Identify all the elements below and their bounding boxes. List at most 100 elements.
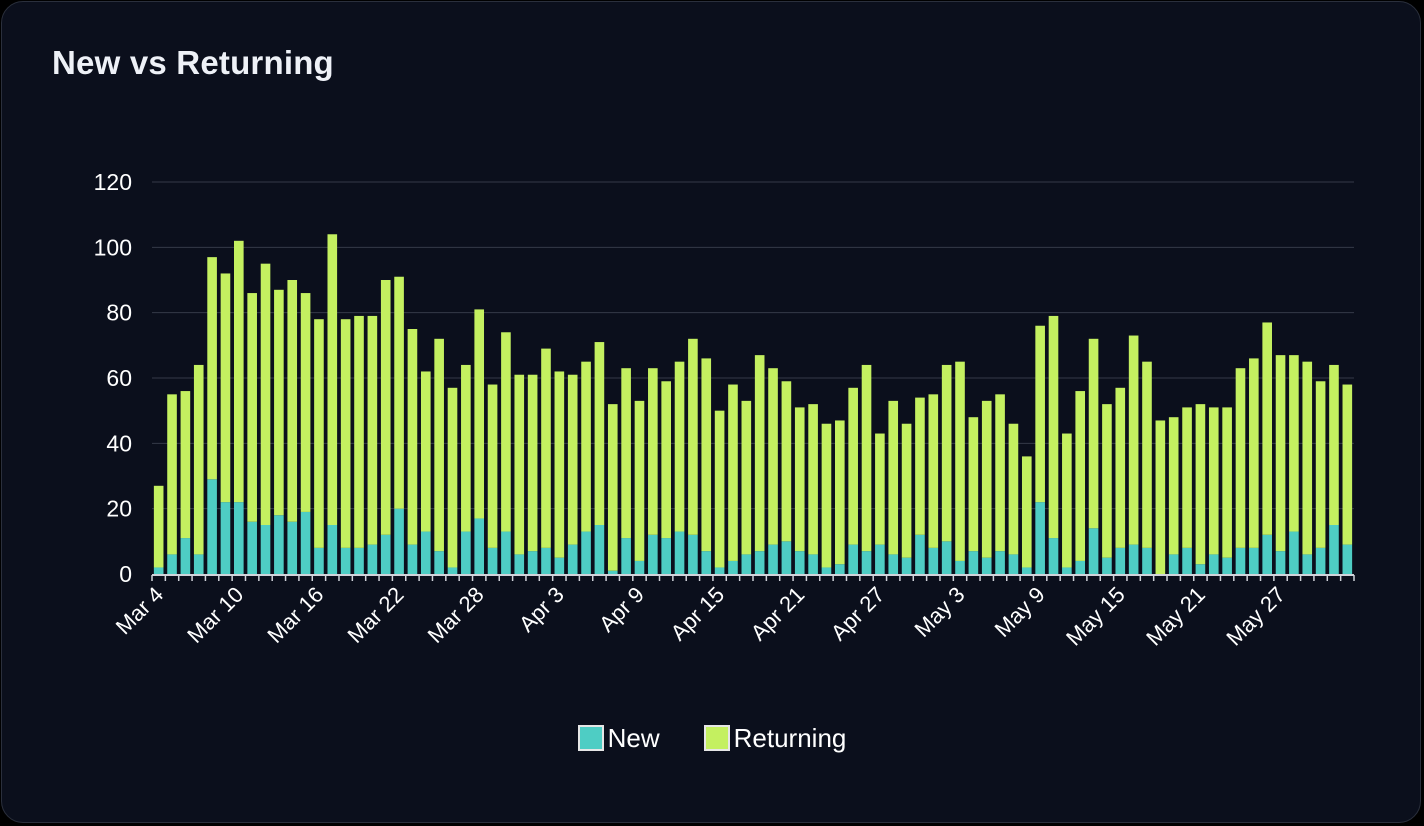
bar-new	[407, 544, 418, 574]
bar-returning	[447, 387, 458, 568]
bar-new	[968, 551, 979, 574]
bar-new	[808, 554, 818, 574]
legend-item-new[interactable]: New	[577, 723, 660, 754]
bar-new	[541, 547, 551, 574]
bar-new	[260, 525, 271, 574]
bar-returning	[354, 315, 364, 548]
bar-returning	[1155, 420, 1166, 574]
bar-new	[607, 570, 618, 574]
bar-new	[1008, 554, 1019, 574]
bar-new	[487, 547, 498, 574]
bar-new	[1102, 557, 1112, 574]
bar-new	[648, 534, 658, 574]
bar-new	[1142, 547, 1152, 574]
bar-returning	[1168, 417, 1179, 555]
bar-returning	[1249, 358, 1259, 548]
bar-new	[1249, 547, 1259, 574]
bar-new	[1128, 544, 1139, 574]
bar-returning	[274, 289, 284, 516]
x-tick-label: May 21	[1141, 582, 1210, 651]
x-tick-label: Mar 16	[262, 582, 328, 648]
bar-returning	[674, 361, 685, 532]
bar-new	[1262, 534, 1272, 574]
bar-returning	[968, 417, 979, 552]
bar-new	[287, 521, 298, 574]
bar-new	[234, 502, 244, 574]
x-tick-label: Apr 27	[826, 582, 890, 646]
bar-returning	[193, 364, 204, 555]
bar-returning	[180, 391, 191, 539]
bar-new	[661, 538, 671, 574]
legend-swatch-returning	[703, 725, 730, 751]
bar-new	[380, 534, 391, 574]
bar-new	[901, 557, 912, 574]
bar-returning	[287, 280, 298, 522]
bar-returning	[661, 381, 671, 539]
bar-new	[1088, 528, 1099, 574]
legend: New Returning	[2, 720, 1420, 756]
legend-swatch-new	[577, 725, 604, 751]
bar-returning	[875, 433, 885, 545]
bar-new	[420, 531, 431, 574]
bar-new	[634, 560, 645, 574]
bar-returning	[1302, 361, 1313, 555]
bar-new	[474, 518, 485, 574]
bar-new	[621, 538, 631, 574]
x-tick-label: May 3	[909, 582, 969, 642]
bar-returning	[327, 234, 338, 525]
bar-new	[741, 554, 752, 574]
bar-new	[848, 544, 858, 574]
bar-new	[835, 564, 845, 574]
bar-new	[754, 551, 765, 574]
bar-new	[728, 560, 738, 574]
bar-returning	[901, 423, 912, 558]
bar-new	[1115, 547, 1126, 574]
y-tick-label: 120	[94, 169, 132, 195]
legend-item-returning[interactable]: Returning	[703, 723, 846, 754]
bar-returning	[1128, 335, 1139, 545]
y-tick-label: 20	[106, 496, 132, 522]
bar-returning	[314, 319, 324, 548]
bar-new	[701, 551, 712, 574]
bar-returning	[1142, 361, 1152, 548]
bar-new	[1048, 538, 1059, 574]
bar-new	[314, 547, 324, 574]
bar-returning	[420, 371, 431, 532]
bar-new	[554, 557, 565, 574]
bar-returning	[821, 423, 832, 568]
bar-returning	[1088, 338, 1099, 529]
x-tick-label: Apr 15	[666, 582, 730, 646]
bar-returning	[300, 293, 311, 512]
bar-returning	[1289, 355, 1299, 532]
x-tick-label: Mar 22	[343, 582, 409, 648]
bar-new	[447, 567, 458, 574]
bar-returning	[714, 410, 725, 568]
bar-new	[594, 525, 605, 574]
x-tick-label: Mar 28	[423, 582, 489, 648]
y-tick-label: 80	[106, 300, 132, 326]
bar-new	[394, 508, 404, 574]
bar-returning	[688, 338, 698, 535]
bar-new	[1289, 531, 1299, 574]
bar-new	[1195, 564, 1206, 574]
bar-returning	[888, 400, 899, 555]
x-tick-label: May 27	[1221, 582, 1290, 651]
bar-new	[688, 534, 698, 574]
bar-new	[861, 551, 872, 574]
bar-returning	[380, 280, 391, 535]
x-tick-label: Apr 9	[594, 582, 649, 637]
bar-returning	[167, 394, 177, 555]
bar-new	[981, 557, 992, 574]
bar-new	[180, 538, 191, 574]
bar-returning	[367, 315, 378, 545]
bar-returning	[1008, 423, 1019, 555]
bar-new	[915, 534, 925, 574]
bar-new	[1329, 525, 1339, 574]
bar-returning	[848, 387, 858, 545]
bar-returning	[487, 384, 498, 548]
bar-returning	[621, 368, 631, 539]
bar-new	[153, 567, 164, 574]
bar-new	[567, 544, 578, 574]
bar-returning	[1195, 404, 1206, 565]
